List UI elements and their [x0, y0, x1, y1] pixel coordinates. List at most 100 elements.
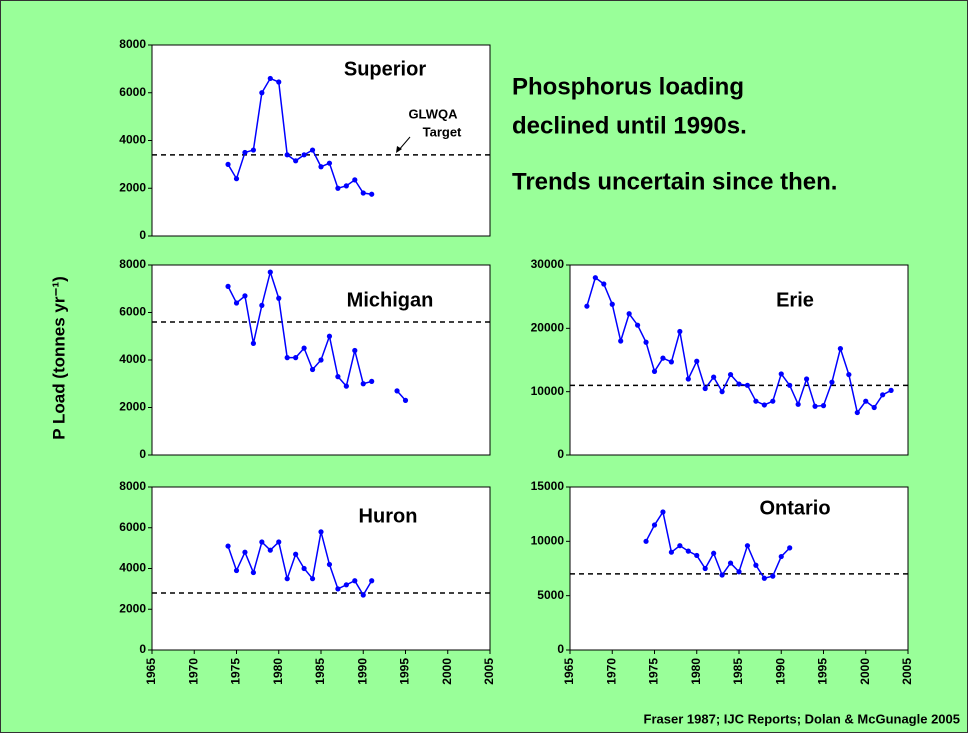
- point: [284, 152, 290, 158]
- x-tick-label: 1975: [229, 658, 243, 685]
- point: [668, 359, 675, 365]
- plot-area: [151, 44, 491, 237]
- point: [736, 569, 742, 575]
- y-tick-label: 8000: [119, 37, 146, 51]
- point: [846, 371, 852, 378]
- panel-title: Erie: [776, 289, 814, 311]
- plot-area: [569, 486, 909, 651]
- y-tick-label: 2000: [119, 180, 146, 194]
- y-tick-label: 0: [557, 447, 564, 461]
- panel-title: Superior: [344, 58, 426, 80]
- point: [242, 549, 248, 555]
- point: [601, 281, 607, 287]
- point: [233, 300, 240, 306]
- point: [242, 149, 248, 156]
- point: [744, 382, 751, 388]
- point: [778, 371, 784, 377]
- point: [394, 388, 400, 394]
- y-tick-label: 30000: [531, 257, 565, 271]
- point: [635, 322, 641, 328]
- point: [795, 401, 801, 407]
- point: [787, 382, 793, 388]
- point: [888, 387, 894, 393]
- point: [736, 381, 742, 387]
- y-tick-label: 0: [139, 228, 146, 242]
- point: [250, 569, 256, 576]
- point: [276, 539, 282, 545]
- y-tick-label: 0: [139, 642, 146, 656]
- point: [259, 90, 265, 96]
- point: [326, 561, 333, 568]
- point: [660, 355, 666, 361]
- y-tick-label: 4000: [119, 561, 146, 575]
- point: [812, 403, 818, 409]
- point: [694, 358, 700, 364]
- annotation: Target: [423, 124, 462, 139]
- point: [360, 190, 366, 196]
- point: [259, 539, 265, 545]
- point: [352, 177, 358, 183]
- point: [685, 548, 691, 554]
- point: [309, 147, 316, 153]
- x-tick-label: 1965: [562, 658, 576, 685]
- y-tick-label: 8000: [119, 257, 146, 271]
- point: [250, 340, 256, 346]
- point: [293, 551, 299, 557]
- point: [609, 301, 615, 307]
- x-tick-label: 1980: [271, 658, 285, 685]
- y-tick-label: 2000: [119, 601, 146, 615]
- point: [225, 161, 231, 167]
- point: [770, 398, 776, 404]
- point: [318, 529, 324, 535]
- point: [753, 398, 759, 404]
- arrow-head: [396, 146, 402, 153]
- panel-title: Michigan: [347, 289, 434, 311]
- panel-title: Huron: [359, 505, 418, 527]
- point: [225, 543, 231, 549]
- x-tick-label: 1965: [144, 658, 158, 685]
- point: [343, 582, 349, 588]
- y-tick-label: 15000: [531, 479, 565, 493]
- point: [694, 552, 700, 559]
- point: [727, 371, 734, 378]
- point: [863, 398, 869, 404]
- y-tick-label: 10000: [531, 534, 565, 548]
- point: [660, 509, 666, 515]
- point: [854, 409, 860, 416]
- point: [719, 572, 725, 578]
- point: [837, 346, 844, 352]
- point: [744, 543, 751, 549]
- point: [301, 152, 307, 158]
- point: [677, 543, 683, 549]
- y-tick-label: 6000: [119, 85, 146, 99]
- point: [276, 79, 282, 85]
- point: [335, 586, 341, 592]
- point: [626, 311, 632, 317]
- x-tick-label: 1980: [689, 658, 703, 685]
- point: [584, 303, 590, 309]
- plot-area: [151, 486, 491, 651]
- point: [233, 567, 240, 574]
- point: [753, 562, 759, 568]
- x-tick-label: 2000: [440, 658, 454, 685]
- x-tick-label: 2005: [482, 658, 496, 685]
- point: [711, 550, 717, 556]
- point: [242, 293, 248, 299]
- point: [369, 378, 375, 384]
- x-tick-label: 2000: [858, 658, 872, 685]
- point: [778, 553, 784, 560]
- point: [369, 191, 375, 197]
- headline: declined until 1990s.: [512, 112, 747, 139]
- point: [880, 392, 886, 398]
- point: [259, 302, 265, 308]
- point: [871, 404, 877, 411]
- point: [352, 578, 358, 584]
- point: [301, 345, 307, 351]
- y-tick-label: 10000: [531, 384, 565, 398]
- y-tick-label: 8000: [119, 479, 146, 493]
- panel-title: Ontario: [759, 497, 830, 519]
- point: [369, 578, 375, 584]
- y-tick-label: 4000: [119, 133, 146, 147]
- y-tick-label: 0: [557, 642, 564, 656]
